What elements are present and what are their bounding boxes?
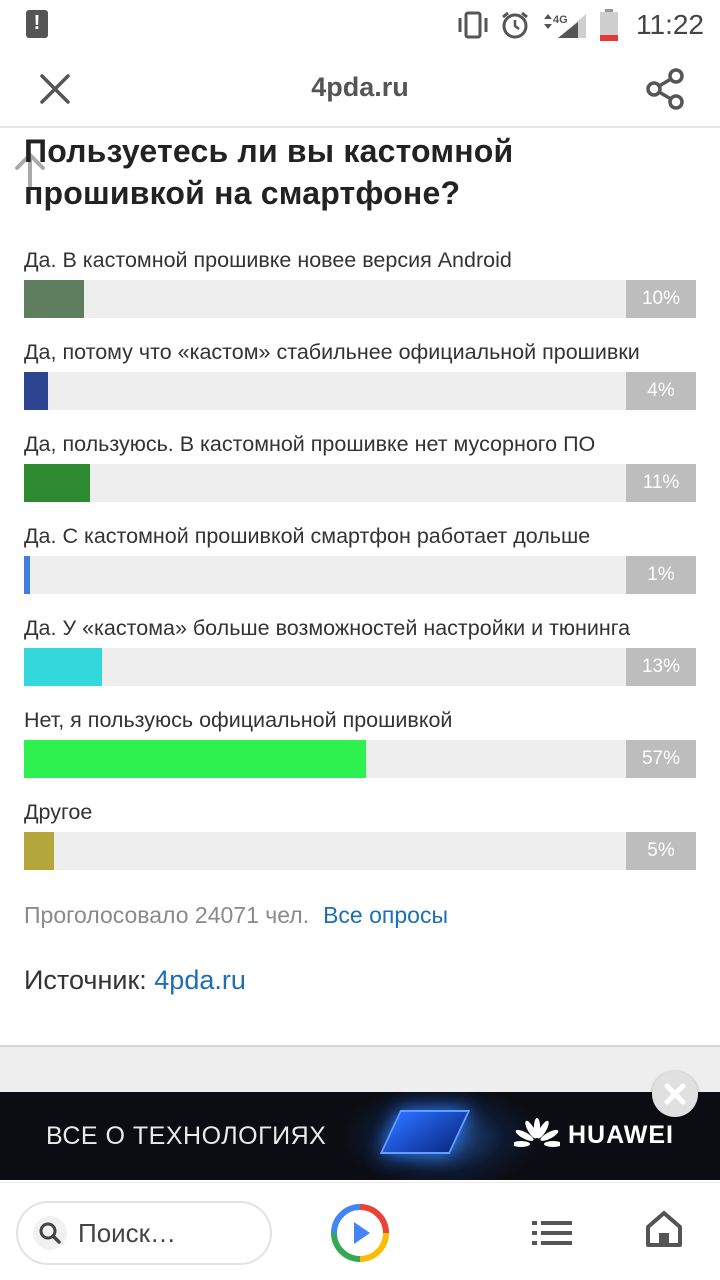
ad-close-button[interactable] (652, 1071, 698, 1117)
option-label: Да. У «кастома» больше возможностей наст… (24, 616, 631, 640)
alert-icon: ! (26, 10, 48, 38)
assistant-button[interactable] (330, 1203, 390, 1263)
ad-banner[interactable]: ВСЕ О ТЕХНОЛОГИЯХ HUAWEI (0, 1092, 720, 1180)
bar-fill (24, 648, 102, 686)
assistant-play-icon (331, 1204, 389, 1262)
percent-label: 11% (626, 464, 696, 502)
result-bar: 10% (24, 280, 696, 318)
all-polls-link[interactable]: Все опросы (323, 902, 448, 928)
percent-label: 13% (626, 648, 696, 686)
arrow-up-icon (15, 152, 45, 190)
poll-question: Пользуетесь ли вы кастомной прошивкой на… (24, 133, 514, 211)
option-label: Нет, я пользуюсь официальной прошивкой (24, 708, 453, 732)
result-bar: 11% (24, 464, 696, 502)
network-type-label: 4G (553, 14, 568, 26)
vibrate-icon (456, 10, 490, 40)
poll-option[interactable]: Другое 5% (24, 798, 696, 890)
percent-label: 57% (626, 740, 696, 778)
result-bar: 5% (24, 832, 696, 870)
source-link[interactable]: 4pda.ru (154, 965, 246, 995)
home-icon (646, 1211, 682, 1247)
poll-option[interactable]: Нет, я пользуюсь официальной прошивкой 5… (24, 706, 696, 798)
option-label: Да. С кастомной прошивкой смартфон работ… (24, 524, 591, 548)
bottom-bar: Поиск… (0, 1182, 720, 1280)
ad-text: ВСЕ О ТЕХНОЛОГИЯХ (46, 1122, 327, 1150)
ad-brand: HUAWEI (514, 1118, 674, 1152)
scroll-up-button[interactable] (12, 150, 48, 190)
site-title: 4pda.ru (311, 72, 409, 102)
feed-list-button[interactable] (530, 1211, 574, 1255)
source-label: Источник: (24, 965, 147, 995)
home-button[interactable] (644, 1209, 684, 1249)
top-app-bar: 4pda.ru (0, 50, 720, 128)
status-time: 11:22 (636, 9, 704, 40)
result-bar: 4% (24, 372, 696, 410)
alarm-icon (500, 10, 530, 40)
list-icon (532, 1221, 572, 1245)
result-bar: 1% (24, 556, 696, 594)
status-bar: ! 4G 11:22 (0, 0, 720, 50)
poll-option[interactable]: Да, пользуюсь. В кастомной прошивке нет … (24, 430, 696, 522)
close-icon (664, 1083, 686, 1105)
poll-content: Пользуетесь ли вы кастомной прошивкой на… (24, 128, 696, 996)
percent-label: 1% (626, 556, 696, 594)
option-label: Да, потому что «кастом» стабильнее офици… (24, 340, 640, 364)
votes-row: Проголосовало 24071 чел. Все опросы (24, 902, 696, 929)
bar-fill (24, 556, 30, 594)
poll-options: Да. В кастомной прошивке новее версия An… (24, 246, 696, 890)
poll-option[interactable]: Да, потому что «кастом» стабильнее офици… (24, 338, 696, 430)
search-input[interactable]: Поиск… (16, 1201, 272, 1265)
bar-fill (24, 464, 90, 502)
close-icon (40, 74, 70, 104)
votes-count: Проголосовало 24071 чел. (24, 902, 310, 928)
signal-icon: 4G (540, 10, 588, 40)
poll-option[interactable]: Да. У «кастома» больше возможностей наст… (24, 614, 696, 706)
share-button[interactable] (640, 64, 690, 114)
option-label: Да. В кастомной прошивке новее версия An… (24, 248, 512, 272)
bar-fill (24, 372, 48, 410)
percent-label: 4% (626, 372, 696, 410)
bar-fill (24, 740, 366, 778)
percent-label: 5% (626, 832, 696, 870)
battery-icon (598, 8, 620, 42)
content-divider (0, 1045, 720, 1093)
result-bar: 13% (24, 648, 696, 686)
percent-label: 10% (626, 280, 696, 318)
option-label: Другое (24, 800, 93, 824)
ad-brand-name: HUAWEI (568, 1120, 674, 1149)
result-bar: 57% (24, 740, 696, 778)
bar-fill (24, 832, 54, 870)
search-icon (33, 1216, 67, 1250)
poll-option[interactable]: Да. С кастомной прошивкой смартфон работ… (24, 522, 696, 614)
share-icon (646, 68, 684, 110)
poll-option[interactable]: Да. В кастомной прошивке новее версия An… (24, 246, 696, 338)
huawei-logo-icon (514, 1118, 560, 1147)
close-button[interactable] (30, 64, 80, 114)
bar-fill (24, 280, 84, 318)
option-label: Да, пользуюсь. В кастомной прошивке нет … (24, 432, 596, 456)
source-line: Источник: 4pda.ru (24, 965, 696, 996)
search-placeholder: Поиск… (78, 1217, 177, 1248)
